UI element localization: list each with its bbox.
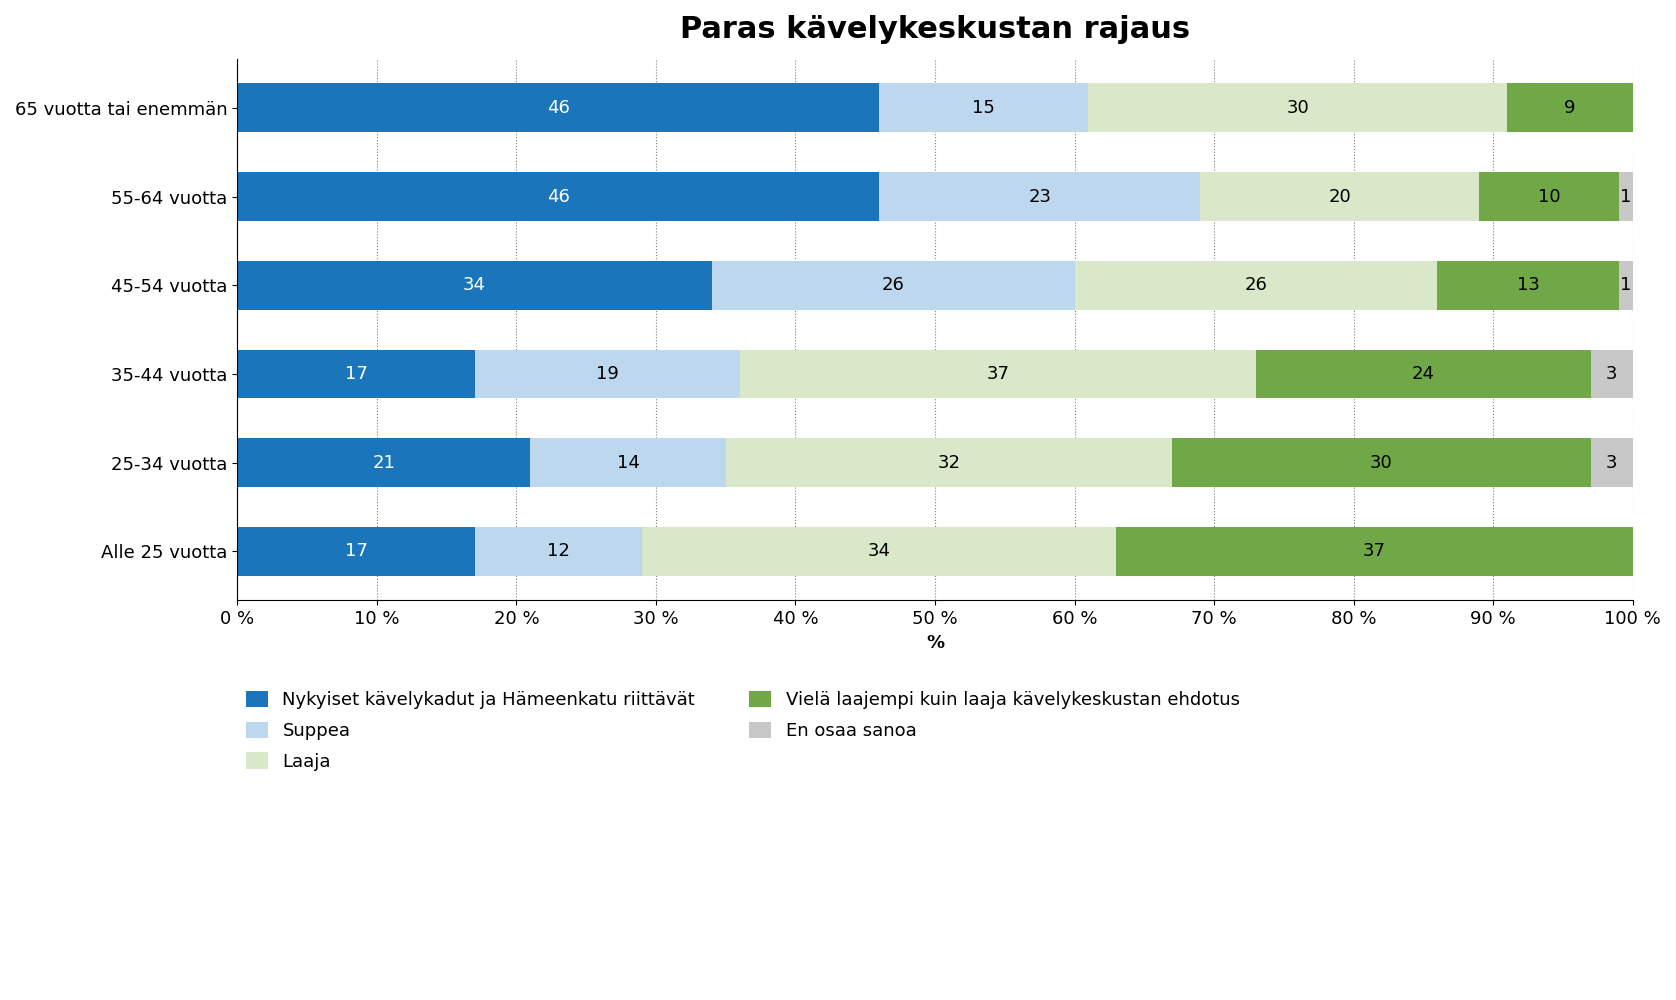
X-axis label: %: % [925, 634, 944, 652]
Bar [1172, 438, 1591, 487]
Text: 32: 32 [937, 454, 960, 472]
Text: 30: 30 [1287, 99, 1309, 117]
Text: 19: 19 [595, 365, 618, 383]
Text: 37: 37 [985, 365, 1009, 383]
Bar [238, 172, 880, 221]
Bar [642, 527, 1116, 576]
Text: 34: 34 [868, 542, 890, 560]
Text: 30: 30 [1369, 454, 1393, 472]
Bar [238, 438, 530, 487]
Bar [1591, 350, 1632, 398]
Text: 10: 10 [1537, 188, 1560, 206]
Bar [1200, 172, 1480, 221]
Bar [1480, 172, 1619, 221]
Bar [1438, 261, 1619, 310]
Text: 34: 34 [463, 276, 486, 294]
Text: 15: 15 [972, 99, 996, 117]
Text: 17: 17 [345, 365, 367, 383]
Text: 46: 46 [546, 99, 570, 117]
Bar [238, 350, 474, 398]
Text: 37: 37 [1363, 542, 1386, 560]
Bar [530, 438, 726, 487]
Bar [880, 172, 1200, 221]
Bar [1507, 83, 1632, 132]
Bar [739, 350, 1255, 398]
Title: Paras kävelykeskustan rajaus: Paras kävelykeskustan rajaus [680, 15, 1190, 44]
Bar [474, 350, 739, 398]
Text: 3: 3 [1606, 365, 1617, 383]
Text: 1: 1 [1621, 188, 1631, 206]
Text: 17: 17 [345, 542, 367, 560]
Text: 12: 12 [546, 542, 570, 560]
Text: 3: 3 [1606, 454, 1617, 472]
Bar [1619, 172, 1632, 221]
Text: 1: 1 [1621, 276, 1631, 294]
Bar [238, 83, 880, 132]
Legend: Nykyiset kävelykadut ja Hämeenkatu riittävät, Suppea, Laaja, Vielä laajempi kuin: Nykyiset kävelykadut ja Hämeenkatu riitt… [246, 691, 1240, 771]
Text: 46: 46 [546, 188, 570, 206]
Text: 13: 13 [1517, 276, 1540, 294]
Bar [1074, 261, 1438, 310]
Bar [1116, 527, 1632, 576]
Text: 20: 20 [1329, 188, 1351, 206]
Bar [1591, 438, 1632, 487]
Text: 26: 26 [882, 276, 905, 294]
Text: 21: 21 [372, 454, 396, 472]
Text: 23: 23 [1027, 188, 1051, 206]
Bar [1088, 83, 1507, 132]
Text: 9: 9 [1564, 99, 1575, 117]
Text: 24: 24 [1411, 365, 1435, 383]
Text: 26: 26 [1245, 276, 1267, 294]
Bar [726, 438, 1172, 487]
Bar [1619, 261, 1632, 310]
Bar [712, 261, 1074, 310]
Bar [1255, 350, 1591, 398]
Bar [474, 527, 642, 576]
Bar [238, 527, 474, 576]
Bar [238, 261, 712, 310]
Text: 14: 14 [617, 454, 640, 472]
Bar [880, 83, 1088, 132]
